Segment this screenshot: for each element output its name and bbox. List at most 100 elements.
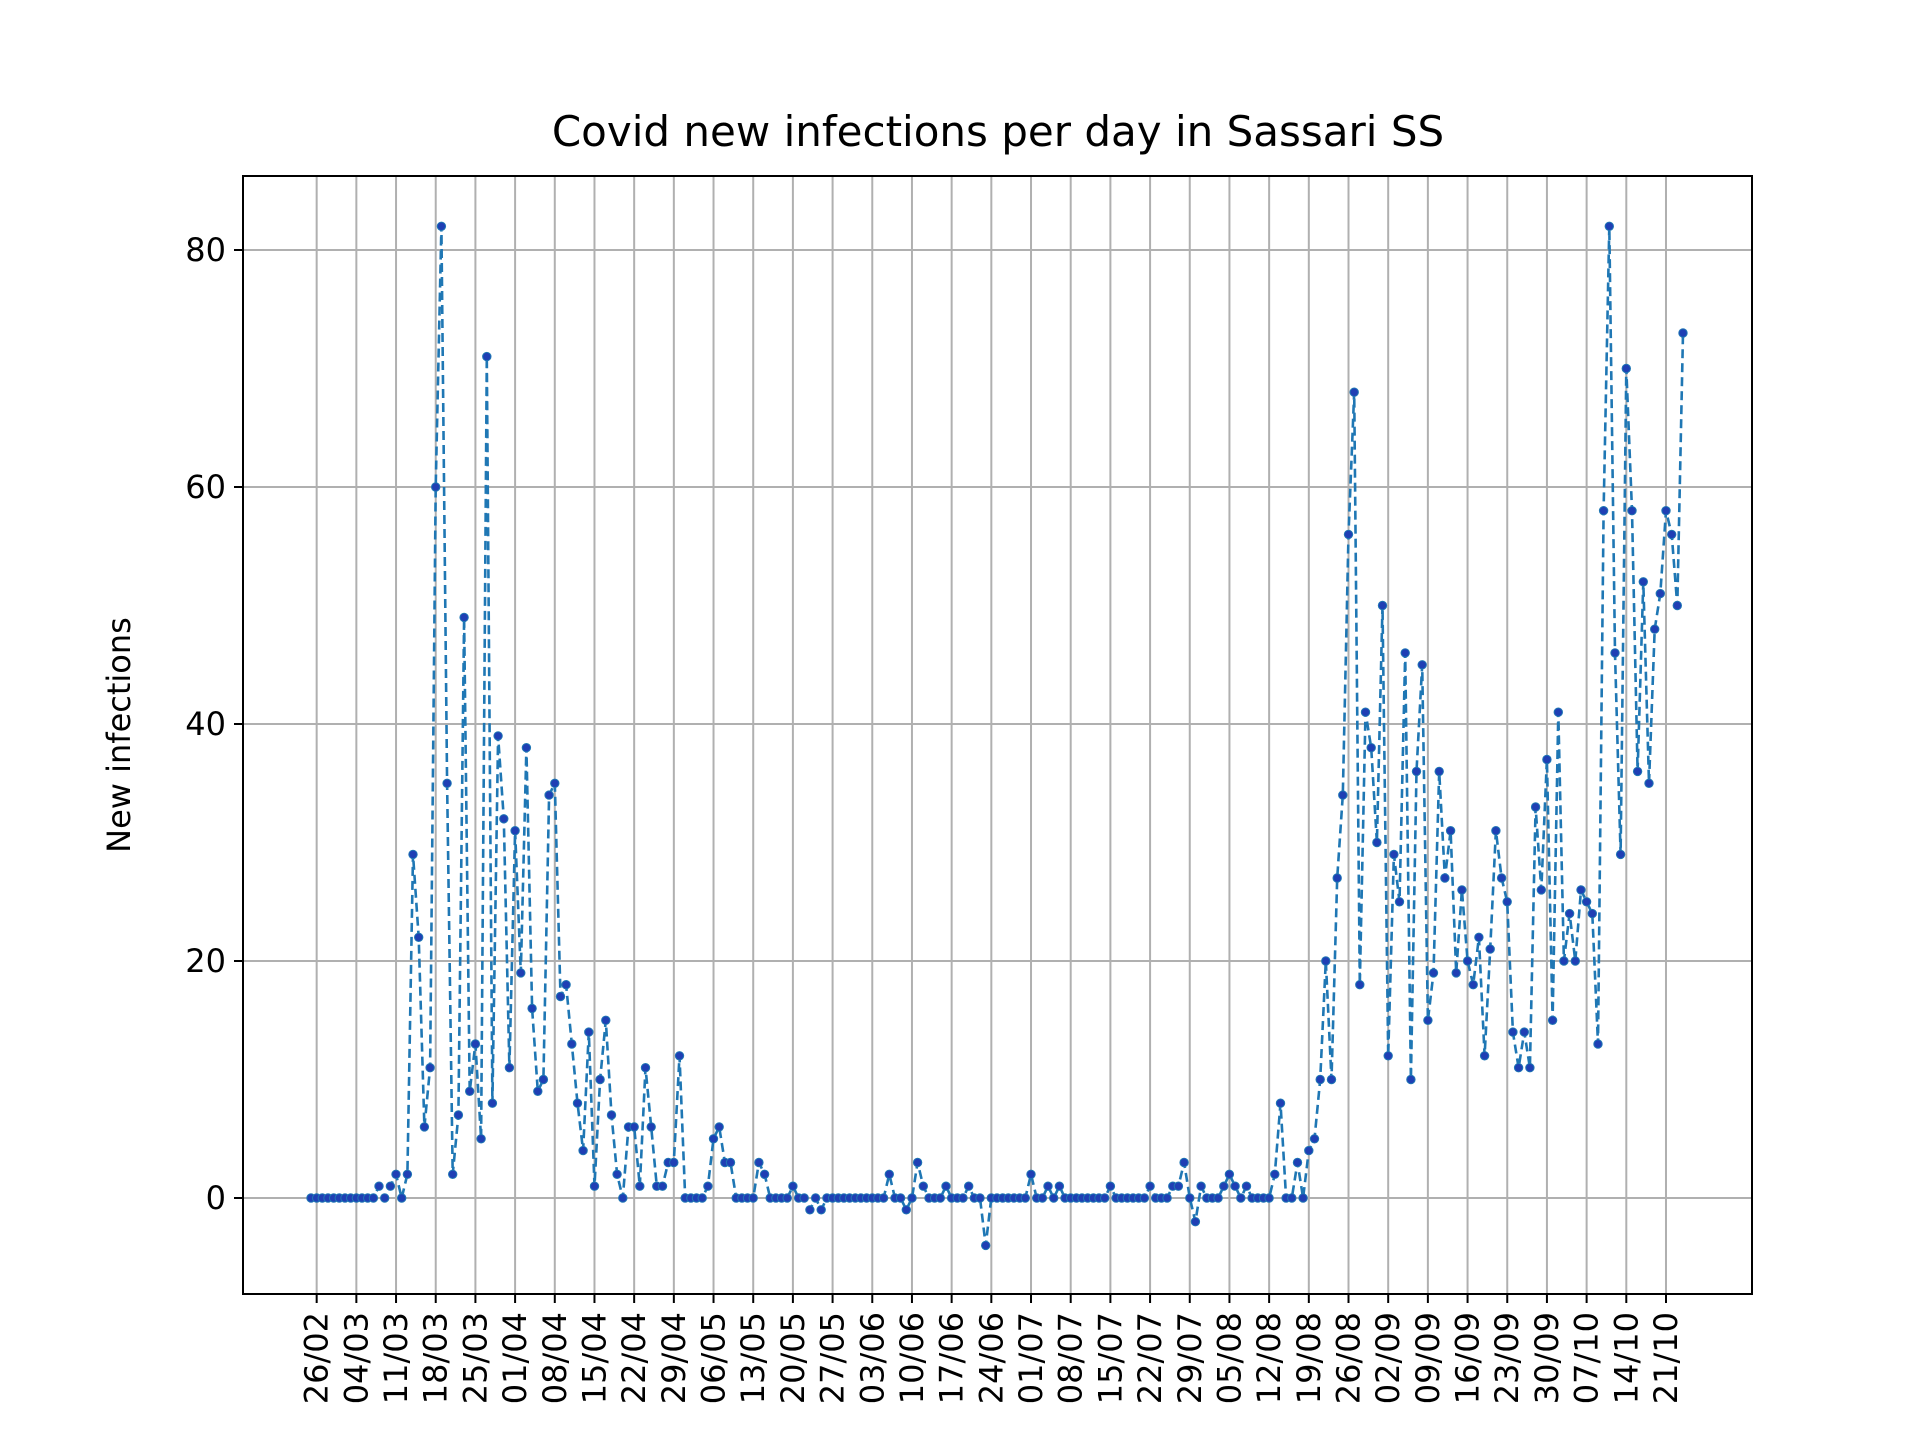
data-point (1632, 766, 1643, 777)
data-point (408, 849, 418, 860)
data-point (1604, 221, 1615, 232)
x-tick-label: 01/07 (1012, 1312, 1050, 1404)
data-point (1411, 766, 1422, 777)
x-tick-label: 08/04 (536, 1312, 574, 1404)
data-point (476, 1134, 486, 1144)
data-point (436, 221, 447, 232)
data-point (1615, 849, 1626, 860)
data-point (578, 1145, 588, 1156)
data-point (521, 743, 532, 753)
x-tick-label: 23/09 (1488, 1312, 1526, 1404)
data-point (1644, 778, 1654, 788)
data-point (487, 1098, 498, 1108)
data-point (1564, 908, 1575, 919)
data-point (669, 1157, 679, 1168)
x-tick-label: 15/04 (575, 1312, 613, 1404)
data-point (1587, 908, 1598, 919)
data-point (561, 980, 571, 990)
data-point (1105, 1181, 1116, 1191)
data-point (754, 1157, 764, 1168)
data-point (1655, 588, 1666, 599)
data-point (1343, 529, 1354, 540)
data-point (805, 1205, 815, 1215)
data-point (895, 1193, 906, 1203)
data-point (1332, 873, 1342, 883)
data-point (1292, 1157, 1303, 1168)
data-point (1559, 956, 1569, 966)
data-point (1139, 1193, 1150, 1203)
y-tick-label: 80 (185, 231, 226, 269)
data-point (1598, 506, 1609, 516)
data-point (646, 1122, 656, 1132)
plot-frame (242, 175, 1753, 1295)
x-tick-label: 29/07 (1171, 1312, 1209, 1404)
data-point (1440, 873, 1450, 883)
data-point (544, 790, 554, 800)
data-point (380, 1193, 390, 1203)
data-point (1049, 1193, 1059, 1203)
data-point (935, 1193, 945, 1203)
data-point (1043, 1181, 1053, 1191)
data-point (482, 351, 492, 362)
data-point (1270, 1169, 1280, 1180)
data-point (510, 826, 520, 836)
series-layer (306, 221, 1688, 1251)
data-point (1457, 885, 1467, 895)
data-point (958, 1193, 968, 1203)
data-point (550, 778, 560, 788)
data-point (453, 1110, 464, 1120)
data-point (1428, 968, 1439, 978)
data-point (533, 1086, 543, 1097)
data-point (1491, 826, 1501, 836)
data-point (1678, 328, 1688, 338)
data-point (601, 1015, 611, 1025)
x-tick-label: 25/03 (456, 1312, 494, 1404)
data-point (1451, 968, 1461, 978)
data-point (459, 612, 469, 623)
data-point (1417, 660, 1427, 670)
data-point (1100, 1193, 1110, 1203)
data-point (640, 1063, 651, 1073)
data-point (1185, 1193, 1195, 1203)
data-point (1434, 766, 1444, 777)
data-point (703, 1181, 713, 1191)
data-point (635, 1181, 645, 1191)
data-point (748, 1193, 758, 1203)
data-point (964, 1181, 974, 1191)
data-point (907, 1193, 917, 1203)
y-tick-label: 20 (185, 942, 226, 980)
data-point (1479, 1051, 1490, 1061)
data-point (385, 1181, 396, 1191)
data-point (1264, 1193, 1274, 1203)
data-point (1338, 790, 1348, 800)
data-point (1304, 1145, 1314, 1156)
data-point (799, 1193, 809, 1203)
data-point (584, 1027, 594, 1037)
data-point (674, 1051, 685, 1061)
data-point (1474, 932, 1484, 942)
data-point (1423, 1015, 1433, 1025)
data-point (697, 1193, 707, 1203)
x-tick-label: 01/04 (496, 1312, 534, 1404)
data-point (368, 1193, 379, 1203)
data-point (1241, 1181, 1252, 1191)
data-point (629, 1122, 639, 1132)
data-point (1627, 506, 1637, 516)
x-tick-label: 08/07 (1052, 1312, 1090, 1404)
data-point (1383, 1051, 1393, 1061)
data-point (788, 1181, 798, 1191)
x-tick-label: 22/04 (615, 1312, 653, 1404)
data-point (1020, 1193, 1031, 1203)
data-point (1196, 1181, 1206, 1191)
data-point (759, 1169, 770, 1180)
series-line (311, 226, 1685, 1246)
data-point (941, 1181, 951, 1191)
data-point (901, 1205, 911, 1215)
data-point (595, 1074, 605, 1085)
data-point (1542, 754, 1552, 765)
x-tick-label: 03/06 (853, 1312, 891, 1404)
data-point (1315, 1074, 1325, 1085)
data-point (1162, 1193, 1172, 1203)
data-point (1190, 1217, 1201, 1227)
